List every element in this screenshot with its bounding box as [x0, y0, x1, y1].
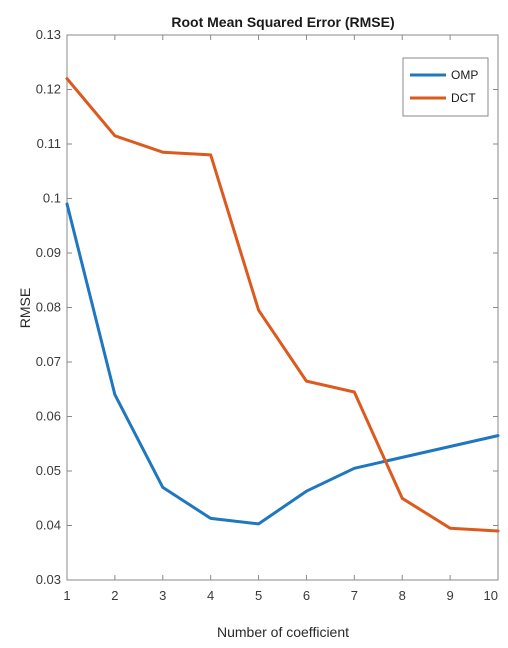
y-tick-label: 0.09 — [36, 245, 61, 260]
x-tick-label: 9 — [446, 588, 453, 603]
y-tick-label: 0.07 — [36, 354, 61, 369]
y-tick-label: 0.08 — [36, 300, 61, 315]
x-tick-label: 4 — [207, 588, 214, 603]
y-tick-label: 0.06 — [36, 409, 61, 424]
x-axis-title: Number of coefficient — [217, 624, 349, 640]
legend: OMP DCT — [402, 57, 489, 117]
series-line-dct — [65, 77, 500, 533]
legend-label-dct: DCT — [451, 91, 476, 105]
y-tick-label: 0.13 — [36, 27, 61, 42]
y-axis-title: RMSE — [17, 288, 33, 328]
y-tick-label: 0.12 — [36, 82, 61, 97]
y-tick-label: 0.04 — [36, 518, 61, 533]
y-axis: 0.03 0.04 0.05 0.06 0.07 0.08 0.09 0.1 0.11 0.12 0… — [36, 27, 498, 587]
y-tick-label: 0.03 — [36, 572, 61, 587]
chart-title: Root Mean Squared Error (RMSE) — [171, 14, 394, 30]
legend-box — [402, 57, 489, 117]
x-tick-label: 8 — [399, 588, 406, 603]
x-tick-label: 7 — [351, 588, 358, 603]
x-tick-label: 6 — [303, 588, 310, 603]
y-tick-label: 0.11 — [37, 136, 61, 151]
y-tick-label: 0.05 — [36, 463, 61, 478]
series-layer — [65, 77, 500, 533]
x-tick-label: 3 — [159, 588, 166, 603]
x-axis: 1 2 3 4 5 6 7 8 9 10 — [63, 35, 499, 603]
legend-label-omp: OMP — [451, 68, 478, 82]
x-tick-label: 10 — [484, 588, 498, 603]
y-tick-label: 0.1 — [43, 191, 61, 206]
plot-frame — [66, 34, 499, 581]
series-line-omp — [65, 202, 500, 526]
x-tick-label: 5 — [255, 588, 262, 603]
x-tick-label: 2 — [111, 588, 118, 603]
x-tick-label: 1 — [63, 588, 70, 603]
